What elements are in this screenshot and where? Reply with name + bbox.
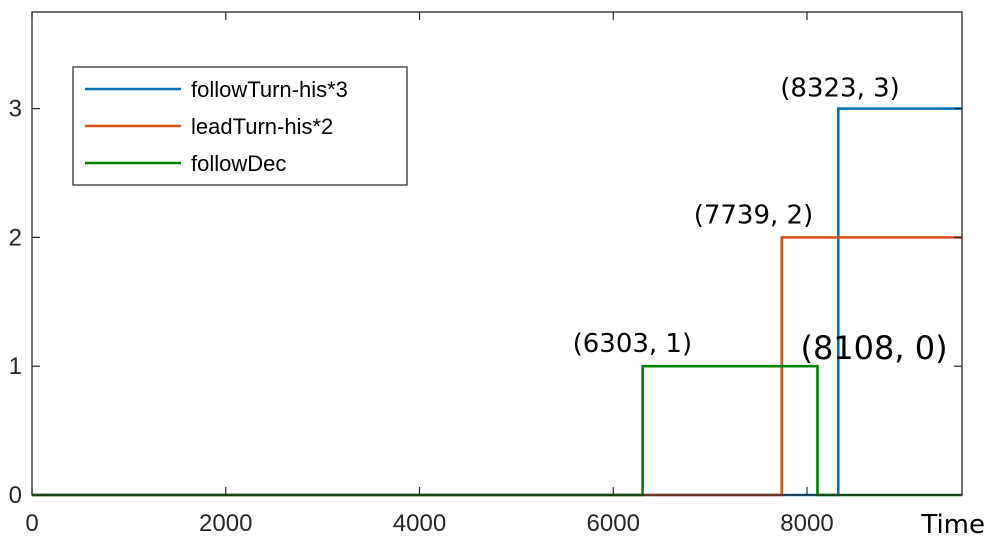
- axes-layer: 0 2000 4000 6000 8000 0 1 2 3: [9, 11, 963, 537]
- y-tick-label: 1: [9, 353, 22, 380]
- y-tick-label: 3: [9, 96, 22, 123]
- x-tick-label: 6000: [587, 510, 640, 537]
- data-annotation: (8323, 3): [780, 74, 900, 104]
- y-tick-label: 2: [9, 224, 22, 251]
- legend-label: leadTurn-his*2: [191, 114, 333, 139]
- y-tick-label: 0: [9, 482, 22, 509]
- x-tick-label: 4000: [393, 510, 446, 537]
- legend-label: followDec: [191, 151, 286, 176]
- axes-box: [31, 11, 963, 496]
- x-axis-label: Time: [920, 510, 985, 540]
- data-annotation: (8108, 0): [800, 329, 947, 367]
- x-tick-label: 0: [25, 510, 38, 537]
- x-tick-label: 8000: [780, 510, 833, 537]
- x-tick-label: 2000: [199, 510, 252, 537]
- legend: followTurn-his*3 leadTurn-his*2 followDec: [72, 66, 408, 186]
- data-annotation: (7739, 2): [694, 200, 814, 230]
- legend-label: followTurn-his*3: [191, 77, 348, 102]
- data-annotation: (6303, 1): [573, 329, 693, 359]
- annotation-layer: (8323, 3) (7739, 2) (6303, 1) (8108, 0): [573, 74, 948, 367]
